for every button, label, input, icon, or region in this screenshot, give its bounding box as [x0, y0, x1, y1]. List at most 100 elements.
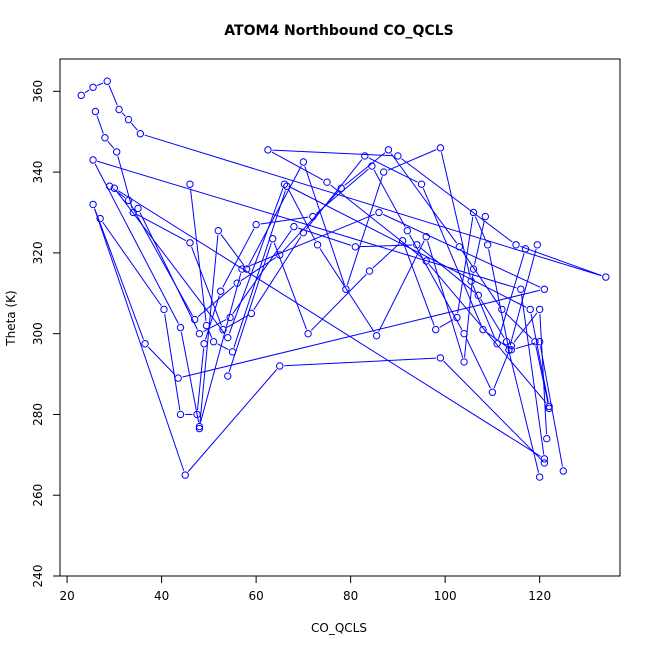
data-point: [226, 313, 234, 322]
data-point: [103, 77, 111, 85]
data-point: [365, 267, 374, 275]
data-point: [535, 338, 544, 346]
series-segment: [248, 165, 302, 266]
series-segment: [346, 176, 383, 286]
series-segment: [131, 122, 138, 131]
series-segment: [330, 184, 424, 259]
series-segment: [440, 152, 471, 277]
series-8: [224, 208, 541, 380]
series-segment: [121, 112, 126, 117]
series-segment: [368, 157, 418, 183]
series-segment: [233, 190, 286, 348]
series-segment: [409, 234, 463, 330]
data-point: [219, 325, 227, 334]
series-segment: [253, 236, 302, 310]
series-segment: [465, 337, 491, 389]
series-segment: [427, 240, 464, 358]
series-segment: [180, 331, 200, 423]
data-point: [176, 410, 185, 419]
y-axis-label: Theta (K): [4, 290, 18, 346]
data-point: [533, 241, 541, 249]
data-point: [252, 220, 260, 229]
x-tick-label: 40: [154, 589, 169, 603]
series-segment: [117, 190, 541, 457]
series-segment: [164, 313, 181, 411]
data-point: [479, 325, 487, 334]
data-point: [193, 410, 201, 419]
data-point: [540, 285, 549, 293]
data-point: [469, 208, 478, 217]
data-point: [380, 168, 388, 176]
data-point: [483, 241, 492, 249]
data-point: [545, 404, 553, 413]
data-point: [89, 156, 97, 164]
data-point: [337, 184, 345, 192]
data-point: [313, 241, 322, 249]
series-segment: [344, 152, 386, 186]
series-segment: [200, 273, 242, 423]
series-layer: [77, 77, 610, 481]
data-point: [238, 265, 246, 273]
data-point: [304, 329, 312, 338]
series-segment: [401, 158, 513, 243]
data-point: [493, 340, 501, 348]
series-segment: [147, 346, 176, 376]
data-point: [89, 83, 97, 91]
series-segment: [298, 227, 352, 246]
series-segment: [203, 319, 227, 333]
series-segment: [197, 285, 235, 317]
data-point: [481, 212, 490, 221]
data-point: [110, 184, 119, 192]
series-segment: [310, 273, 367, 331]
data-point: [460, 358, 468, 366]
y-tick-label: 360: [31, 80, 45, 103]
series-segment: [94, 163, 179, 324]
data-point: [467, 277, 475, 285]
data-point: [602, 273, 610, 281]
data-point: [186, 180, 194, 188]
data-point: [224, 333, 232, 342]
series-segment: [507, 345, 540, 473]
data-point: [200, 340, 208, 348]
series-segment: [513, 312, 538, 343]
series-segment: [94, 208, 144, 340]
data-point: [224, 372, 232, 380]
data-point: [124, 115, 133, 124]
series-segment: [474, 220, 485, 265]
data-point: [233, 279, 241, 287]
data-point: [195, 329, 204, 338]
chart-title: ATOM4 Northbound CO_QCLS: [224, 23, 453, 39]
x-tick-label: 120: [528, 589, 551, 603]
data-point: [342, 285, 350, 293]
data-point: [488, 388, 497, 396]
series-segment: [443, 360, 542, 461]
data-point: [455, 243, 464, 251]
series-segment: [191, 246, 222, 326]
data-point: [134, 204, 142, 213]
series-segment: [439, 319, 454, 328]
series-segment: [378, 240, 425, 332]
series-segment: [387, 149, 437, 171]
data-point: [242, 265, 251, 273]
data-point: [176, 323, 185, 332]
data-point: [323, 178, 331, 186]
series-segment: [372, 243, 400, 269]
data-point: [136, 130, 145, 138]
data-point: [115, 105, 123, 114]
x-tick-label: 20: [59, 589, 74, 603]
data-point: [290, 222, 298, 231]
series-segment: [117, 156, 133, 209]
data-point: [375, 208, 383, 217]
data-point: [174, 374, 182, 382]
data-point: [417, 180, 426, 188]
data-point: [89, 200, 97, 209]
series-segment: [486, 331, 508, 348]
series-segment: [139, 212, 198, 330]
series-segment: [539, 313, 548, 435]
series-segment: [282, 191, 339, 252]
series-segment: [130, 204, 193, 316]
data-point: [535, 305, 544, 314]
series-segment: [107, 140, 115, 149]
data-point: [96, 214, 104, 223]
y-tick-label: 280: [31, 403, 45, 426]
